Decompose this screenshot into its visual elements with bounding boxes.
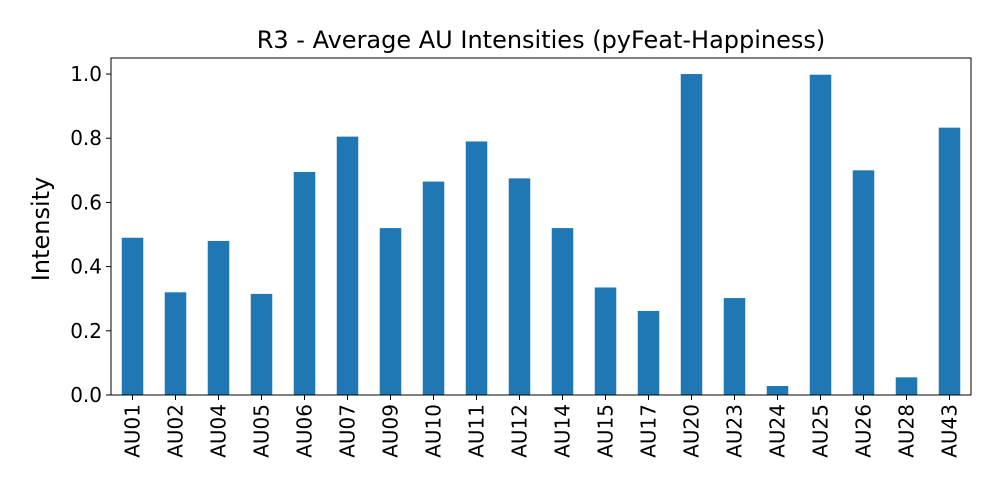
bar-au09	[379, 228, 402, 395]
bar-au07	[336, 136, 359, 395]
x-tick-label: AU25	[809, 404, 833, 458]
bar-au43	[938, 127, 961, 395]
y-tick-label: 0.2	[70, 319, 102, 343]
x-tick-label: AU07	[336, 404, 360, 458]
x-tick-label: AU28	[895, 404, 919, 458]
x-axis-ticks: AU01 AU02 AU04 AU05 AU06 AU07 AU09 AU10 AU11 AU12…	[121, 395, 962, 458]
x-tick-label: AU26	[852, 404, 876, 458]
bar-au05	[250, 293, 273, 395]
y-tick-label: 0.4	[70, 255, 102, 279]
bar-au01	[121, 237, 144, 395]
chart-title: R3 - Average AU Intensities (pyFeat-Happ…	[257, 26, 826, 54]
bar-au10	[422, 181, 445, 395]
bar-au24	[766, 386, 789, 395]
x-tick-label: AU01	[121, 404, 145, 458]
x-tick-label: AU14	[551, 404, 575, 458]
x-tick-label: AU23	[723, 404, 747, 458]
y-axis-ticks: 0.0 0.2 0.4 0.6 0.8 1.0	[70, 62, 111, 407]
bar-au17	[637, 310, 660, 395]
x-tick-label: AU05	[250, 404, 274, 458]
x-tick-label: AU15	[594, 404, 618, 458]
bar-au02	[164, 292, 187, 395]
bar-au25	[809, 74, 832, 396]
x-tick-label: AU17	[637, 404, 661, 458]
x-tick-label: AU06	[293, 404, 317, 458]
bar-au12	[508, 178, 531, 395]
bar-au04	[207, 240, 230, 395]
x-tick-label: AU24	[766, 404, 790, 458]
y-tick-label: 0.6	[70, 190, 102, 214]
plot-frame	[110, 57, 972, 396]
x-tick-label: AU02	[164, 404, 188, 458]
y-axis-label: Intensity	[27, 177, 55, 281]
x-tick-label: AU12	[508, 404, 532, 458]
bar-au15	[594, 287, 617, 395]
y-tick-label: 0.0	[70, 383, 102, 407]
bar-au26	[852, 170, 875, 395]
bar-au23	[723, 298, 746, 395]
x-tick-label: AU10	[422, 404, 446, 458]
bar-au20	[680, 74, 703, 396]
x-tick-label: AU04	[207, 404, 231, 458]
x-tick-label: AU09	[379, 404, 403, 458]
bars-group	[121, 74, 961, 396]
bar-au14	[551, 228, 574, 395]
bar-au06	[293, 171, 316, 395]
x-tick-label: AU11	[465, 404, 489, 458]
bar-au28	[895, 377, 918, 395]
y-tick-label: 1.0	[70, 62, 102, 86]
x-tick-label: AU43	[938, 404, 962, 458]
bar-au11	[465, 141, 488, 395]
y-tick-label: 0.8	[70, 126, 102, 150]
x-tick-label: AU20	[680, 404, 704, 458]
